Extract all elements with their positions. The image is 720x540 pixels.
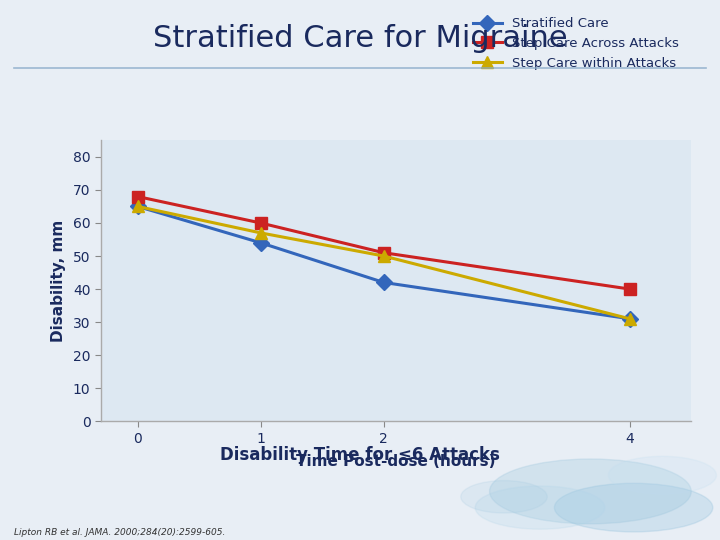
Step Care Across Attacks: [626, 286, 634, 292]
Stratified Care: [379, 279, 388, 286]
Y-axis label: Disability, mm: Disability, mm: [51, 220, 66, 342]
X-axis label: Time Post-dose (hours): Time Post-dose (hours): [296, 454, 496, 469]
Stratified Care: [256, 240, 265, 246]
Line: Step Care within Attacks: Step Care within Attacks: [132, 200, 636, 325]
Text: Stratified Care for Migraine: Stratified Care for Migraine: [153, 24, 567, 53]
Step Care within Attacks: [379, 253, 388, 259]
Stratified Care: [133, 203, 142, 210]
Legend: Stratified Care, Step Care Across Attacks, Step Care within Attacks: Stratified Care, Step Care Across Attack…: [467, 12, 685, 75]
Line: Stratified Care: Stratified Care: [132, 201, 635, 325]
Text: Lipton RB et al. JAMA. 2000;284(20):2599-605.: Lipton RB et al. JAMA. 2000;284(20):2599…: [14, 528, 226, 537]
Step Care within Attacks: [626, 315, 634, 322]
Step Care within Attacks: [256, 230, 265, 236]
Stratified Care: [626, 315, 634, 322]
Text: Disability Time for ≤6 Attacks: Disability Time for ≤6 Attacks: [220, 446, 500, 463]
Step Care Across Attacks: [256, 220, 265, 226]
Step Care Across Attacks: [133, 193, 142, 200]
Line: Step Care Across Attacks: Step Care Across Attacks: [132, 191, 635, 295]
Step Care Across Attacks: [379, 249, 388, 256]
Step Care within Attacks: [133, 203, 142, 210]
